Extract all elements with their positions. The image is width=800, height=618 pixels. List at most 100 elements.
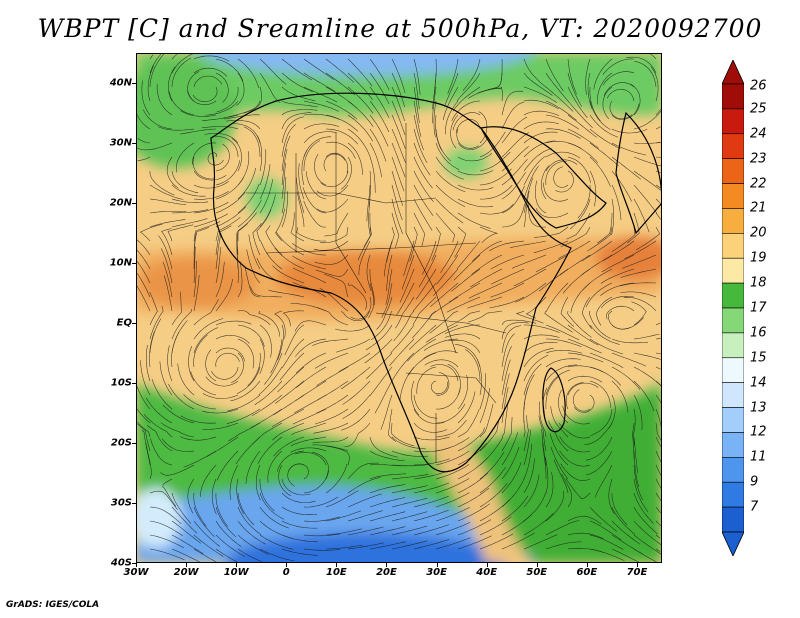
streamline	[235, 436, 261, 465]
streamline	[560, 463, 591, 481]
streamline	[602, 86, 613, 119]
streamline	[149, 219, 186, 228]
streamline	[258, 366, 283, 396]
streamline	[160, 248, 173, 284]
colorbar-label: 21	[750, 200, 767, 216]
streamline	[325, 152, 348, 173]
lat-tick-label: 40S	[110, 557, 132, 569]
streamline	[281, 492, 316, 503]
streamline	[545, 520, 580, 536]
streamline	[136, 113, 151, 130]
streamline	[237, 338, 255, 369]
border-line	[405, 372, 497, 404]
streamline	[435, 522, 471, 536]
streamline	[413, 86, 420, 124]
streamline	[314, 254, 349, 265]
streamline	[137, 138, 151, 144]
streamline	[295, 338, 327, 357]
streamline	[560, 226, 591, 247]
streamline	[171, 184, 206, 197]
streamline	[597, 213, 613, 244]
streamline	[479, 131, 506, 158]
streamline	[577, 184, 591, 219]
streamline	[275, 380, 305, 404]
streamline	[442, 86, 459, 121]
streamline	[136, 239, 151, 256]
streamline	[413, 495, 449, 508]
streamline	[325, 510, 361, 522]
streamline	[407, 338, 437, 362]
streamline	[523, 348, 554, 368]
lat-tick-label: 30S	[110, 497, 132, 509]
streamline	[254, 380, 283, 406]
streamline	[381, 282, 393, 318]
streamline	[272, 422, 305, 441]
streamline	[136, 249, 151, 270]
streamline	[391, 72, 405, 108]
streamline	[523, 165, 539, 200]
streamline	[655, 142, 662, 144]
streamline	[193, 232, 197, 270]
streamline	[364, 338, 393, 364]
streamline	[655, 534, 661, 539]
streamline	[366, 184, 371, 222]
streamline	[413, 212, 425, 247]
streamline	[393, 310, 415, 342]
streamline	[457, 427, 485, 452]
streamline	[655, 126, 661, 130]
streamline	[166, 156, 179, 189]
streamline	[296, 191, 305, 228]
streamline	[259, 149, 267, 186]
colorbar-swatch	[722, 357, 744, 383]
streamline	[545, 358, 581, 368]
streamline	[229, 464, 239, 500]
streamline	[633, 333, 660, 340]
streamline	[202, 408, 239, 414]
streamline	[290, 212, 305, 242]
streamline	[465, 349, 481, 382]
streamline	[589, 520, 622, 540]
streamline	[149, 534, 185, 549]
streamline	[545, 456, 549, 494]
streamline	[436, 254, 459, 285]
streamline	[611, 198, 614, 236]
streamline	[215, 279, 233, 312]
lat-tick-label: 20S	[110, 437, 132, 449]
streamline	[501, 532, 535, 550]
streamline	[611, 317, 644, 330]
colorbar-label: 26	[750, 78, 767, 94]
streamline	[276, 232, 305, 256]
streamline	[558, 389, 569, 424]
streamline	[523, 363, 542, 396]
streamline	[435, 450, 470, 466]
streamline	[215, 160, 240, 186]
streamline	[655, 520, 662, 527]
streamline	[467, 296, 503, 309]
streamline	[450, 114, 459, 149]
streamline	[192, 86, 218, 102]
streamline	[602, 71, 635, 86]
streamline	[301, 149, 308, 186]
streamline	[413, 198, 433, 231]
streamline	[611, 338, 648, 344]
streamline	[611, 548, 641, 563]
streamline	[281, 109, 318, 116]
streamline	[193, 201, 229, 214]
streamline	[523, 155, 546, 186]
streamline	[193, 492, 207, 527]
streamline	[171, 308, 192, 340]
streamline	[655, 436, 662, 449]
colorbar-bottom-arrow	[722, 531, 744, 556]
streamline	[478, 87, 503, 102]
lon-tick-mark	[186, 563, 188, 567]
streamline	[215, 534, 246, 557]
lat-tick-label: 10N	[109, 257, 132, 269]
streamline	[545, 369, 571, 396]
streamline	[540, 428, 547, 466]
streamline	[259, 478, 275, 512]
streamline	[399, 268, 415, 303]
streamline	[523, 342, 558, 354]
streamline	[237, 212, 257, 241]
streamline	[479, 516, 512, 536]
streamline	[457, 391, 476, 424]
